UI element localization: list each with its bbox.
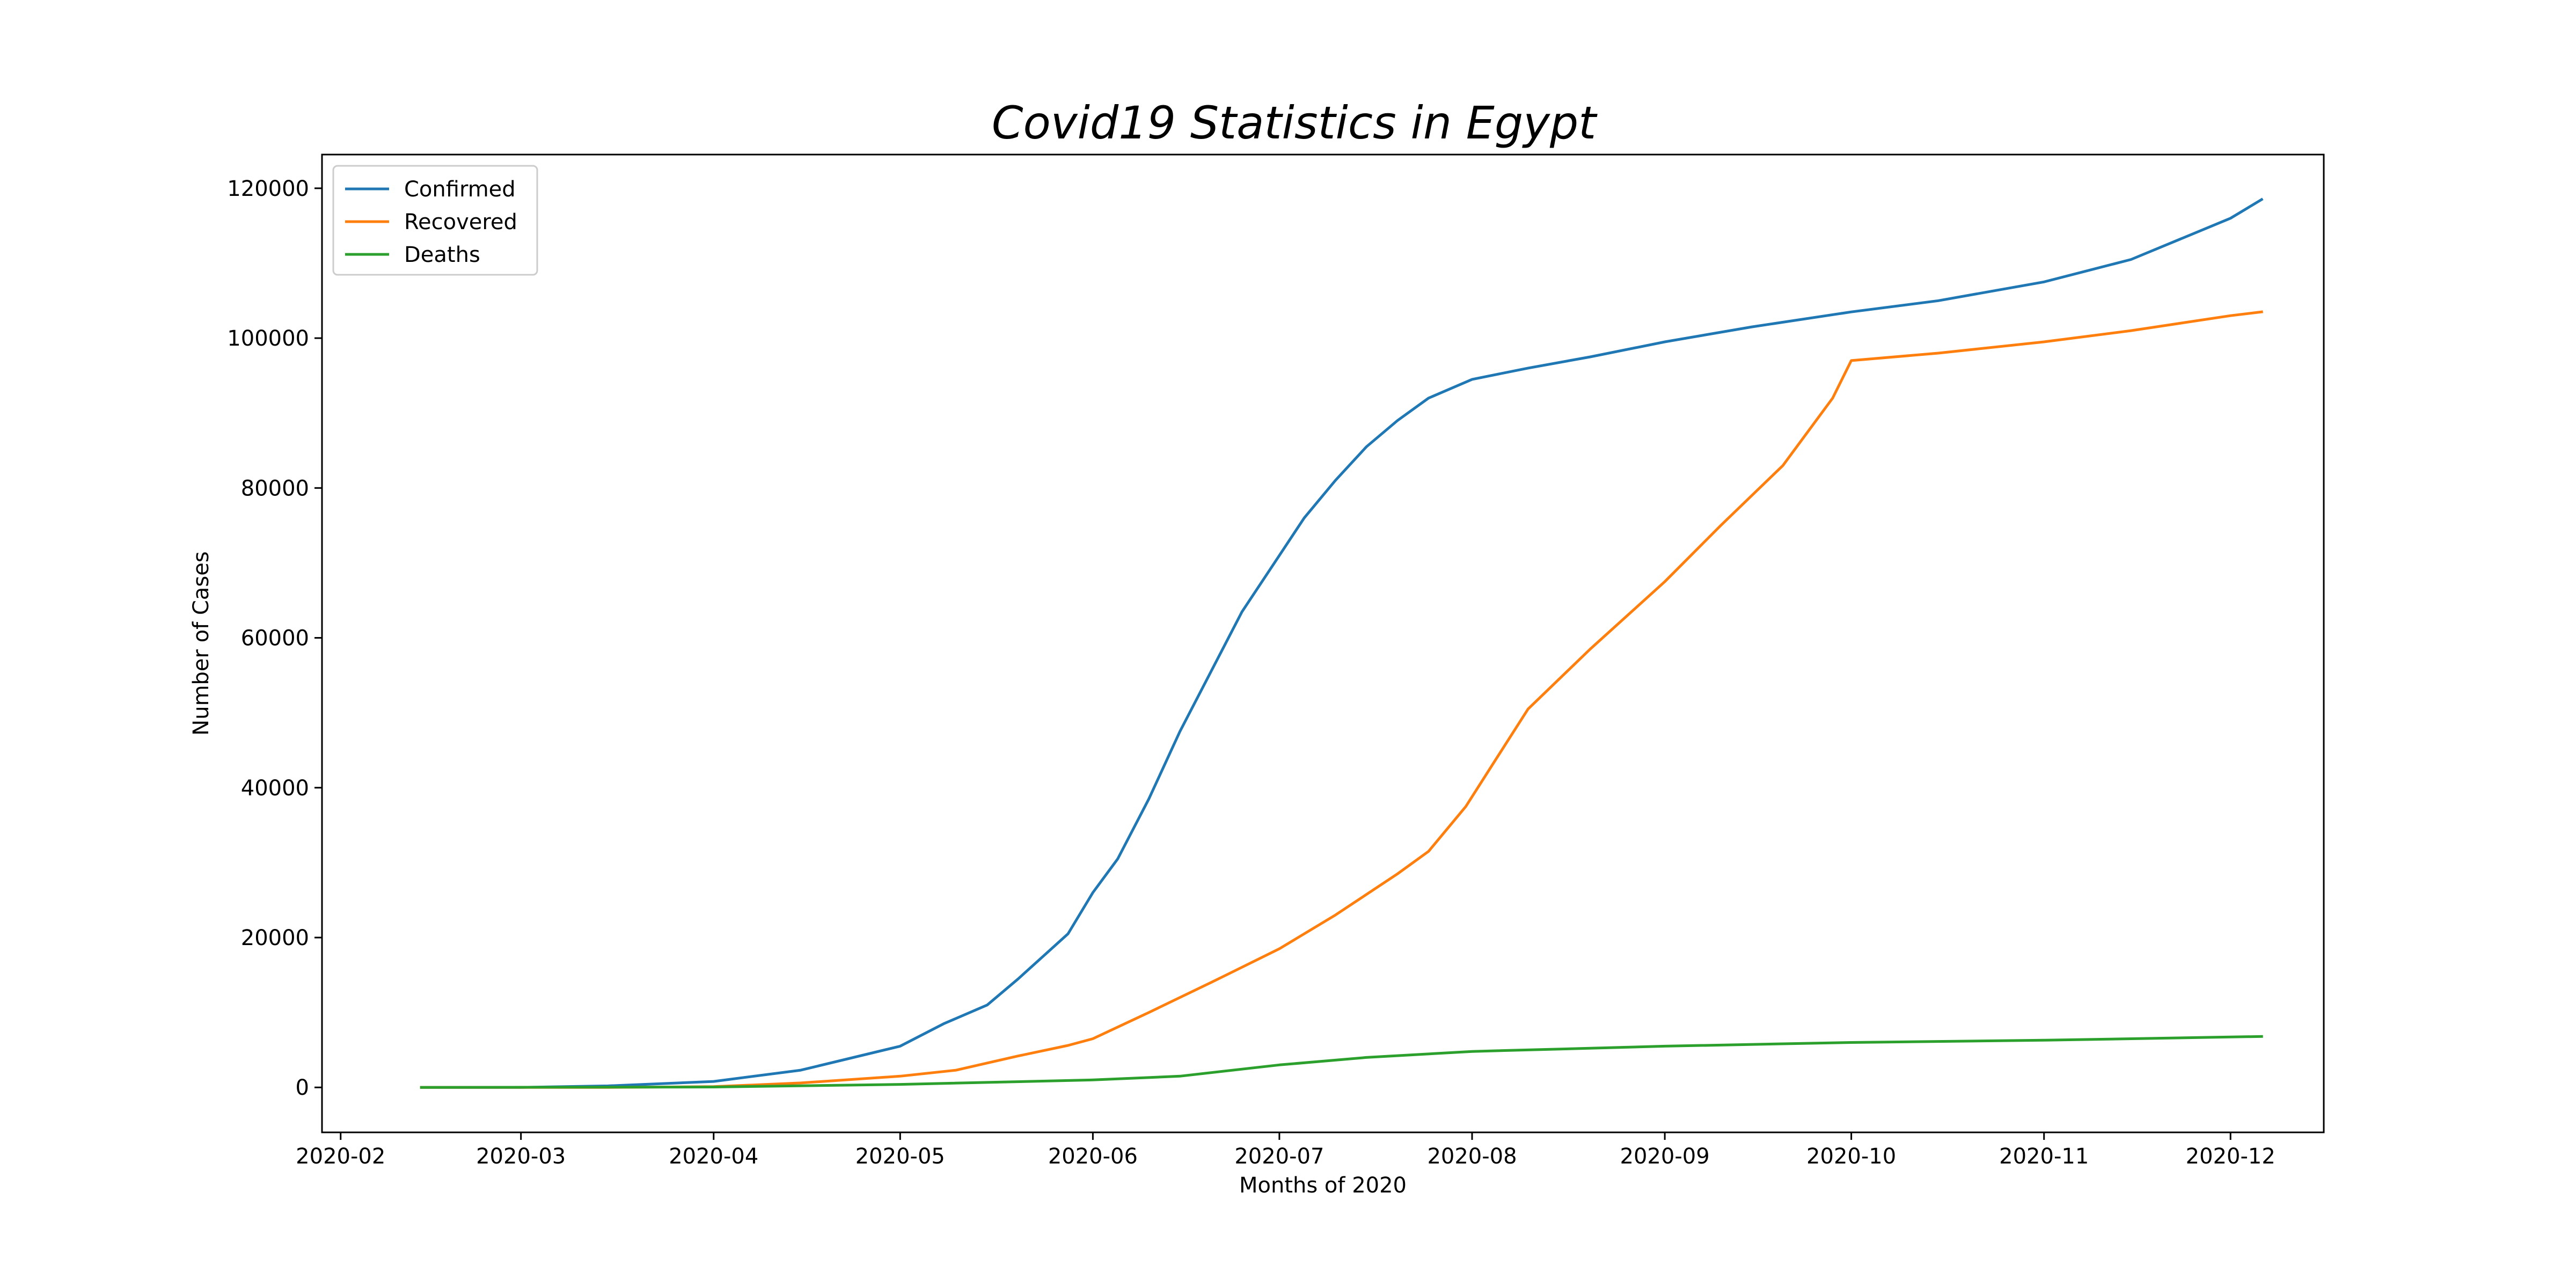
y-tick-label: 20000 [241,926,309,950]
legend-label: Deaths [404,243,480,267]
x-axis: 2020-02 2020-03 2020-04 2020-05 2020-06 2020-… [296,1132,2275,1169]
x-tick-label: 2020-07 [1234,1144,1324,1169]
chart-title: Covid19 Statistics in Egypt [992,97,1598,149]
plot-frame [321,153,2325,1133]
series-line-deaths [420,1035,2263,1089]
y-tick-label: 40000 [241,776,309,801]
legend-label: Recovered [404,210,517,235]
y-tick-label: 80000 [241,476,309,501]
x-tick-label: 2020-11 [1999,1144,2089,1169]
legend-box [332,165,538,276]
x-tick-label: 2020-02 [296,1144,385,1169]
y-tick-label: 100000 [227,326,309,351]
x-tick-label: 2020-06 [1048,1144,1138,1169]
x-tick-label: 2020-03 [476,1144,566,1169]
series-layer [420,197,2264,1089]
x-tick-label: 2020-10 [1806,1144,1896,1169]
x-axis-label: Months of 2020 [1239,1173,1407,1198]
legend-label: Confirmed [404,177,516,202]
x-tick-label: 2020-05 [855,1144,945,1169]
y-tick-label: 120000 [227,177,309,201]
y-tick-label: 60000 [241,626,309,651]
series-line-confirmed [420,197,2264,1089]
x-tick-label: 2020-08 [1427,1144,1517,1169]
legend: Confirmed Recovered Deaths [332,165,538,276]
y-axis-label: Number of Cases [189,551,214,735]
x-tick-label: 2020-09 [1620,1144,1710,1169]
series-line-recovered [420,310,2263,1089]
y-tick-label: 0 [296,1075,309,1100]
x-tick-label: 2020-04 [669,1144,758,1169]
x-tick-label: 2020-12 [2186,1144,2275,1169]
y-axis: 0 20000 40000 60000 80000 100000 120000 [227,177,322,1100]
